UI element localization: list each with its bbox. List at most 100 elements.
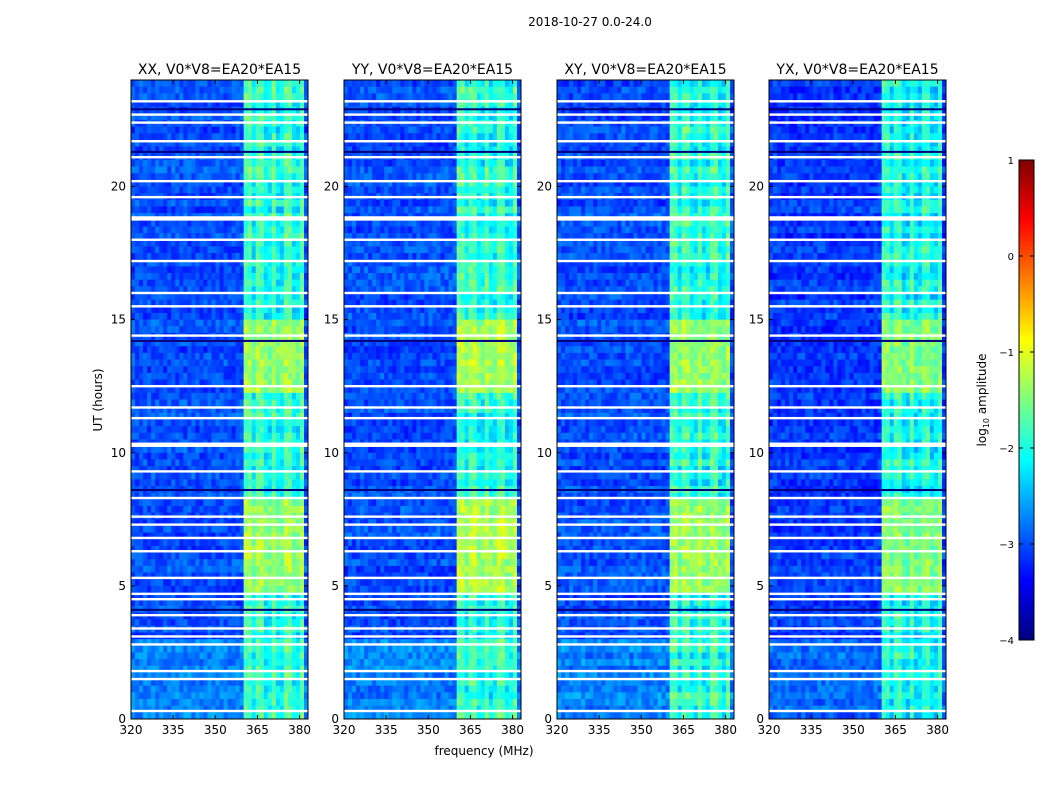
heatmap-cell [516,126,522,134]
heatmap-cell [191,146,196,154]
heatmap-cell [352,166,357,174]
heatmap-cell [211,572,216,580]
heatmap-cell [255,139,261,147]
heatmap-cell [171,659,176,667]
heatmap-cell [151,199,156,207]
heatmap-cell [199,146,204,154]
heatmap-cell [199,246,204,254]
heatmap-cell [231,392,236,400]
heatmap-cell [131,93,136,101]
heatmap-cell [199,479,204,487]
heatmap-cell [251,426,256,434]
heatmap-cell [191,532,196,540]
heatmap-cell [287,552,293,560]
heatmap-cell [175,585,180,593]
heatmap-cell [155,692,160,700]
heatmap-cell [255,233,261,241]
heatmap-cell [147,699,152,706]
heatmap-cell [175,705,180,713]
heatmap-cell [231,619,236,627]
heatmap-cell [147,386,152,394]
heatmap-cell [295,426,301,434]
heatmap-cell [448,126,453,134]
heatmap-cell [364,113,369,121]
heatmap-cell [295,80,301,87]
heatmap-cell [259,319,265,327]
heatmap-cell [255,525,261,533]
heatmap-cell [227,585,232,593]
heatmap-cell [243,359,248,367]
heatmap-cell [283,80,289,87]
heatmap-cell [255,352,261,360]
heatmap-cell [243,479,248,487]
heatmap-cell [508,113,514,121]
heatmap-cell [247,379,252,387]
heatmap-cell [175,93,180,101]
heatmap-cell [143,639,148,647]
heatmap-cell [215,206,220,214]
heatmap-cell [267,692,273,700]
heatmap-cell [155,419,160,427]
heatmap-cell [219,525,224,533]
heatmap-cell [275,452,281,460]
heatmap-cell [295,266,301,274]
heatmap-cell [279,139,285,147]
heatmap-cell [151,519,156,527]
heatmap-cell [223,126,228,134]
heatmap-cell [299,246,305,254]
heatmap-cell [247,506,252,513]
heatmap-cell [259,126,265,134]
heatmap-cell [139,452,144,460]
heatmap-cell [151,572,156,580]
heatmap-cell [191,139,196,147]
heatmap-cell [147,279,152,287]
heatmap-cell [271,572,277,580]
heatmap-cell [287,572,293,580]
heatmap-cell [203,692,208,700]
heatmap-cell [456,146,461,154]
heatmap-cell [171,173,176,181]
heatmap-cell [219,492,224,500]
heatmap-cell [239,525,244,533]
heatmap-cell [424,179,429,187]
heatmap-cell [163,705,168,713]
heatmap-cell [484,126,490,134]
heatmap-cell [155,552,160,560]
heatmap-cell [239,552,244,560]
heatmap-cell [243,279,248,287]
heatmap-cell [500,126,506,134]
heatmap-cell [231,293,236,300]
heatmap-cell [131,479,136,487]
heatmap-cell [135,499,140,507]
heatmap-cell [516,93,522,101]
heatmap-cell [283,672,289,680]
heatmap-cell [356,80,361,87]
heatmap-cell [404,179,409,187]
heatmap-cell [259,339,265,347]
heatmap-cell [211,319,216,327]
heatmap-cell [227,639,232,647]
heatmap-cell [167,233,172,241]
heatmap-cell [263,619,269,627]
heatmap-cell [159,319,164,327]
heatmap-cell [235,699,240,706]
heatmap-cell [291,525,297,533]
heatmap-cell [303,273,309,280]
heatmap-cell [516,159,522,167]
heatmap-cell [464,133,469,141]
heatmap-cell [295,379,301,387]
heatmap-cell [227,266,232,274]
heatmap-cell [267,506,273,513]
heatmap-cell [295,539,301,547]
heatmap-cell [275,652,281,660]
heatmap-cell [259,366,265,374]
heatmap-cell [135,452,140,460]
heatmap-cell [275,479,281,487]
heatmap-cell [199,492,204,500]
heatmap-cell [259,545,265,553]
heatmap-cell [179,499,184,507]
heatmap-cell [203,559,208,567]
heatmap-cell [167,712,172,720]
heatmap-cell [135,679,140,687]
